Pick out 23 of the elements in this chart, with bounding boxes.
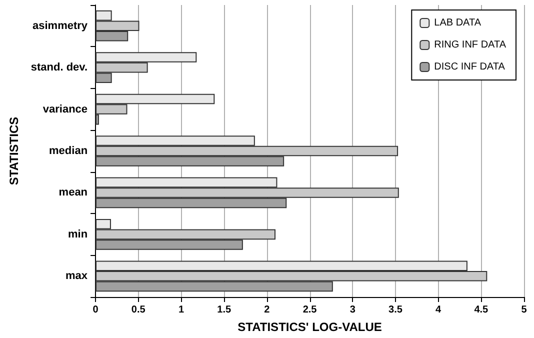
- x-tick-label: 5: [521, 304, 528, 316]
- y-tick-label: max: [66, 270, 88, 282]
- legend-label: RING INF DATA: [434, 40, 506, 50]
- legend-label: DISC INF DATA: [434, 62, 506, 72]
- y-tick-label: asimmetry: [32, 20, 88, 32]
- x-tick-label: 4: [436, 304, 442, 316]
- x-tick-label: 3.5: [388, 304, 403, 316]
- y-tick-label: min: [68, 228, 88, 240]
- y-tick-label: variance: [42, 103, 88, 116]
- x-tick-label: 1: [178, 304, 184, 316]
- x-tick-label: 4.5: [474, 304, 489, 316]
- x-tick-label: 3: [350, 304, 356, 316]
- legend-label: LAB DATA: [434, 18, 482, 28]
- x-tick-label: 0.5: [131, 304, 146, 316]
- y-axis-title: STATISTICS: [7, 116, 21, 186]
- x-tick-label: 2.5: [302, 304, 318, 316]
- x-tick-label: 0: [92, 304, 99, 316]
- y-tick-label: mean: [58, 186, 88, 199]
- y-tick-label: median: [49, 145, 88, 157]
- x-tick-label: 1.5: [217, 304, 232, 316]
- y-tick-label: stand. dev.: [30, 62, 88, 74]
- x-tick-label: 2: [264, 304, 270, 316]
- x-axis-title: STATISTICS' LOG-VALUE: [238, 320, 382, 334]
